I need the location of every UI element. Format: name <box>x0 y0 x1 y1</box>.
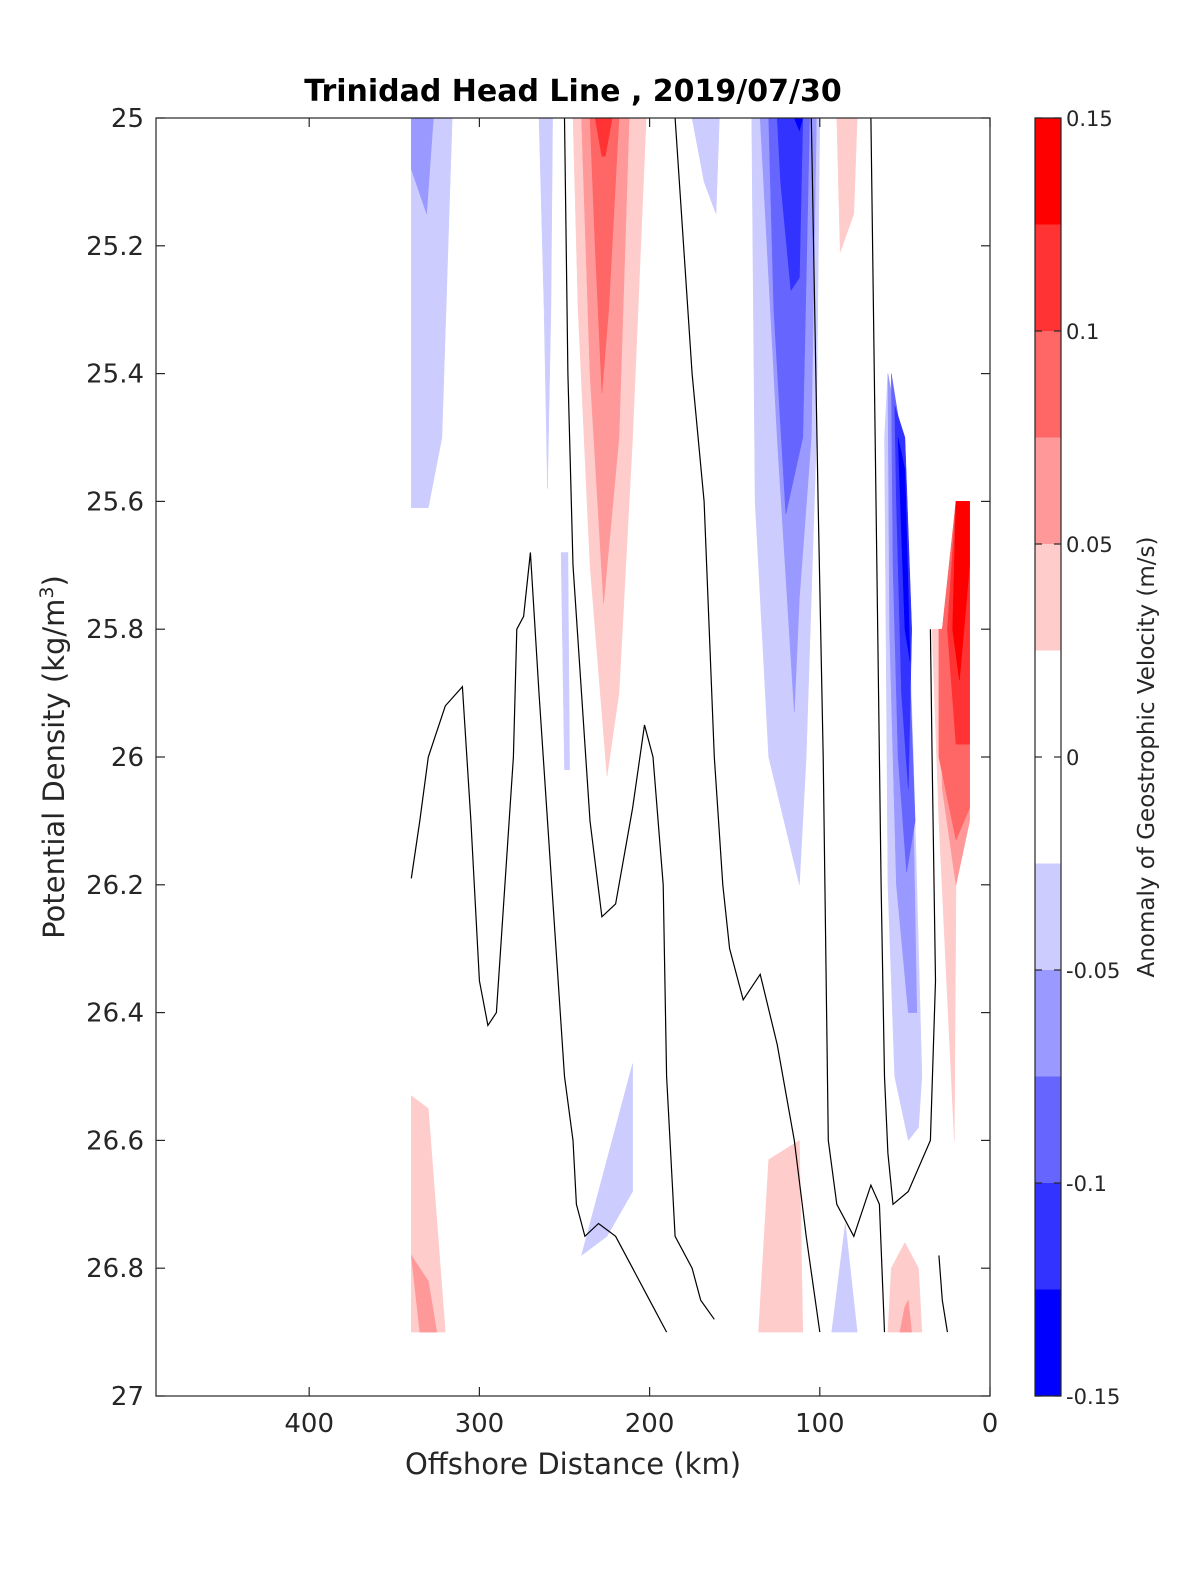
region-neg-5 <box>581 1063 633 1257</box>
colorbar-band <box>1035 437 1061 544</box>
zero-contour-lines <box>410 118 948 1333</box>
region-neg-6 <box>691 118 720 214</box>
region-neg-17 <box>897 437 911 662</box>
y-tick-label: 26 <box>111 743 144 773</box>
colorbar-band <box>1035 1289 1061 1396</box>
colorbar-band <box>1035 863 1061 970</box>
region-neg-10 <box>776 118 804 292</box>
contour-line-2 <box>563 118 715 1320</box>
y-tick-label: 27 <box>111 1382 144 1412</box>
region-pos-5 <box>589 118 620 393</box>
plot-area <box>156 118 990 1396</box>
contour-line-5 <box>870 118 937 1206</box>
x-axis-label: Offshore Distance (km) <box>405 1447 741 1481</box>
region-neg-12 <box>831 1223 858 1333</box>
y-axis: 25 25.2 25.4 25.6 25.8 26 26.2 26.4 26.6 26.8 27 <box>86 104 990 1412</box>
x-tick-label: 100 <box>795 1409 845 1439</box>
region-pos-9 <box>887 1242 923 1333</box>
colorbar-tick-label: -0.15 <box>1066 1385 1120 1409</box>
colorbar-ticks: 0.15 0.1 0.05 0 -0.05 -0.1 -0.15 <box>1035 107 1120 1409</box>
contour-line-1 <box>410 552 668 1333</box>
y-tick-label: 26.2 <box>86 871 144 901</box>
region-pos-4 <box>581 118 630 604</box>
y-tick-label: 25.4 <box>86 360 144 390</box>
region-neg-2 <box>411 118 434 214</box>
x-tick-label: 400 <box>284 1409 334 1439</box>
x-tick-label: 0 <box>982 1409 999 1439</box>
region-neg-3 <box>538 118 553 489</box>
contour-line-4 <box>810 118 886 1333</box>
region-pos-10 <box>899 1299 912 1333</box>
region-neg-16 <box>894 405 912 790</box>
colorbar-label: Anomaly of Geostrophic Velocity (m/s) <box>1134 537 1160 978</box>
y-tick-label: 26.8 <box>86 1254 144 1284</box>
contour-regions <box>411 118 970 1333</box>
region-neg-1 <box>411 118 453 509</box>
colorbar-tick-label: -0.1 <box>1066 1172 1107 1196</box>
colorbar-tick-label: 0 <box>1066 746 1079 770</box>
region-pos-7 <box>758 1139 804 1333</box>
chart-title: Trinidad Head Line , 2019/07/30 <box>304 74 841 109</box>
region-pos-8 <box>836 118 858 253</box>
x-tick-label: 300 <box>455 1409 505 1439</box>
region-pos-2 <box>411 1255 438 1333</box>
region-pos-6 <box>594 118 613 157</box>
colorbar-tick-label: 0.05 <box>1066 533 1113 557</box>
y-axis-label-superscript: 3 <box>36 586 58 598</box>
y-tick-label: 26.4 <box>86 999 144 1029</box>
region-neg-4 <box>560 552 570 771</box>
y-tick-label: 26.6 <box>86 1126 144 1156</box>
x-tick-label: 200 <box>625 1409 675 1439</box>
y-axis-label-main: Potential Density (kg/m <box>37 599 71 939</box>
contour-line-3 <box>674 118 821 1333</box>
colorbar-band <box>1035 1183 1061 1290</box>
colorbar-band <box>1035 224 1061 331</box>
y-axis-label-close: ) <box>37 575 71 586</box>
y-tick-label: 25.2 <box>86 232 144 262</box>
y-tick-label: 25 <box>111 104 144 134</box>
contour-line-6 <box>938 1255 948 1333</box>
y-tick-label: 25.6 <box>86 487 144 517</box>
x-axis: 400 300 200 100 0 <box>284 118 998 1439</box>
colorbar-band <box>1035 1076 1061 1183</box>
colorbar-tick-label: 0.15 <box>1066 107 1113 131</box>
region-neg-11 <box>794 118 804 132</box>
colorbar-band <box>1035 331 1061 438</box>
y-axis-label: Potential Density (kg/m3) <box>36 575 71 939</box>
colorbar-band <box>1035 118 1061 225</box>
colorbar-band <box>1035 970 1061 1077</box>
colorbar-band <box>1035 544 1061 651</box>
y-tick-label: 25.8 <box>86 615 144 645</box>
region-pos-15 <box>952 501 970 681</box>
colorbar-tick-label: -0.05 <box>1066 959 1120 983</box>
colorbar-tick-label: 0.1 <box>1066 320 1099 344</box>
